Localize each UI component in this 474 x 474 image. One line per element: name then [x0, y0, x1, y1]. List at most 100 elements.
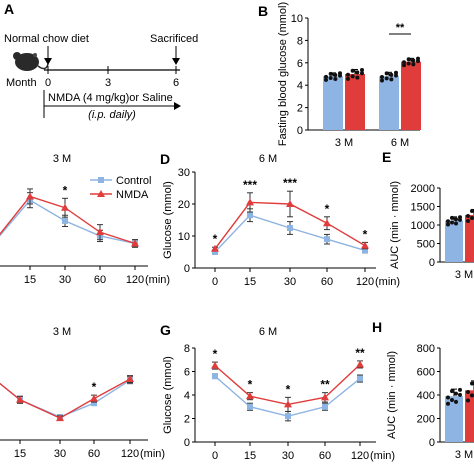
data-point-nmda: [126, 375, 134, 383]
data-dot: [389, 77, 394, 82]
y-tick-label: 2: [184, 414, 190, 426]
data-dot: [350, 68, 355, 73]
y-tick-label: 500: [417, 239, 435, 251]
x-tick-label: 30: [284, 276, 296, 288]
x-tick-label: 30: [59, 274, 71, 286]
diet-label: Normal chow diet: [4, 33, 89, 45]
data-dot: [458, 387, 462, 392]
data-point-nmda: [61, 203, 69, 211]
chart-h-itt-auc: 0 200 400 600 800 AUC (min · mmol) 3 M: [386, 343, 474, 461]
data-dot: [458, 217, 462, 222]
data-dot: [406, 61, 411, 66]
data-dot: [333, 76, 338, 81]
data-dot: [406, 57, 411, 62]
significance-mark: *: [248, 378, 253, 392]
y-tick-label: 10: [291, 13, 303, 25]
x-tick-label: 60: [319, 450, 331, 462]
data-dot: [446, 401, 450, 406]
data-point-control: [62, 217, 68, 224]
timeline-tick-0: 0: [45, 77, 51, 89]
data-dot: [380, 74, 384, 79]
x-tick-label: 30: [282, 450, 294, 462]
x-unit-label: (min): [145, 274, 170, 286]
data-point-nmda: [26, 192, 34, 200]
y-axis-label: Glucose (mmol): [162, 356, 174, 434]
month-label: Month: [6, 77, 37, 89]
y-tick-label: 400: [417, 390, 435, 402]
bar-nmda: [465, 215, 474, 262]
significance-mark: ***: [243, 178, 257, 192]
data-point-nmda: [90, 394, 98, 402]
legend-control-label: Control: [116, 175, 151, 187]
data-dot: [333, 73, 338, 78]
y-tick-label: 4: [297, 80, 303, 92]
x-tick-label: 0: [212, 276, 218, 288]
x-unit-label: (min): [375, 276, 400, 288]
data-dot: [328, 71, 333, 76]
significance-mark: **: [320, 378, 330, 392]
y-tick-label: 20: [178, 199, 190, 211]
panel-h-letter: H: [372, 319, 382, 335]
sacrificed-label: Sacrificed: [150, 33, 198, 45]
y-tick-label: 0: [297, 125, 303, 137]
data-dot: [450, 397, 454, 402]
data-point-nmda: [286, 200, 294, 207]
data-point-control: [247, 403, 253, 410]
mouse-icon: [13, 52, 49, 71]
significance-mark: **: [396, 22, 405, 34]
data-point-control: [247, 212, 253, 219]
data-dot: [350, 74, 355, 79]
chart-c-gtt-3m: 15 30 60 120 (min) *: [0, 183, 170, 286]
data-dot: [338, 73, 342, 78]
y-tick-label: 200: [417, 414, 435, 426]
panel-d-letter: D: [160, 151, 170, 167]
y-axis-label: Glucose (mmol): [162, 181, 174, 259]
panel-d-subtitle: 6 M: [259, 153, 277, 165]
data-dot: [454, 217, 458, 222]
data-point-control: [322, 403, 328, 410]
significance-mark: *: [63, 183, 68, 197]
bar-nmda: [345, 74, 365, 130]
end-arrow-icon: [172, 46, 180, 65]
data-dot: [360, 71, 364, 76]
data-dot: [450, 220, 454, 225]
data-dot: [411, 58, 416, 63]
panel-g-subtitle: 6 M: [259, 326, 277, 338]
x-category-label: 6 M: [391, 137, 409, 149]
data-dot: [402, 60, 406, 65]
x-category-label: 3 M: [455, 449, 473, 461]
y-axis-label: Fasting blood glucose (mmol): [277, 2, 289, 146]
data-dot: [402, 63, 406, 68]
data-dot: [466, 398, 470, 403]
x-tick-label: 15: [24, 274, 36, 286]
significance-mark: ***: [283, 176, 297, 190]
data-point-nmda: [321, 393, 329, 401]
y-tick-label: 8: [184, 343, 190, 355]
data-dot: [328, 76, 333, 81]
timeline-tick-6: 6: [173, 77, 179, 89]
x-tick-label: 120: [351, 450, 369, 462]
data-dot: [450, 389, 454, 394]
data-point-nmda: [246, 198, 254, 206]
data-dot: [360, 67, 364, 72]
x-tick-label: 120: [121, 448, 139, 460]
data-point-control: [362, 247, 368, 254]
data-point-nmda: [96, 228, 104, 236]
data-dot: [324, 77, 328, 82]
data-dot: [446, 395, 450, 400]
y-axis-label: AUC (min · mmol): [389, 181, 401, 269]
significance-mark: *: [363, 227, 368, 241]
data-dot: [380, 78, 384, 83]
timeline-tick-3: 3: [105, 77, 111, 89]
data-point-control: [357, 375, 363, 382]
x-category-label: 3 M: [335, 137, 353, 149]
y-tick-label: 0: [184, 263, 190, 275]
data-dot: [454, 221, 458, 226]
y-axis-label: AUC (min · mmol): [386, 351, 398, 439]
route-label: (i.p. daily): [88, 109, 136, 121]
data-point-control: [285, 413, 291, 420]
